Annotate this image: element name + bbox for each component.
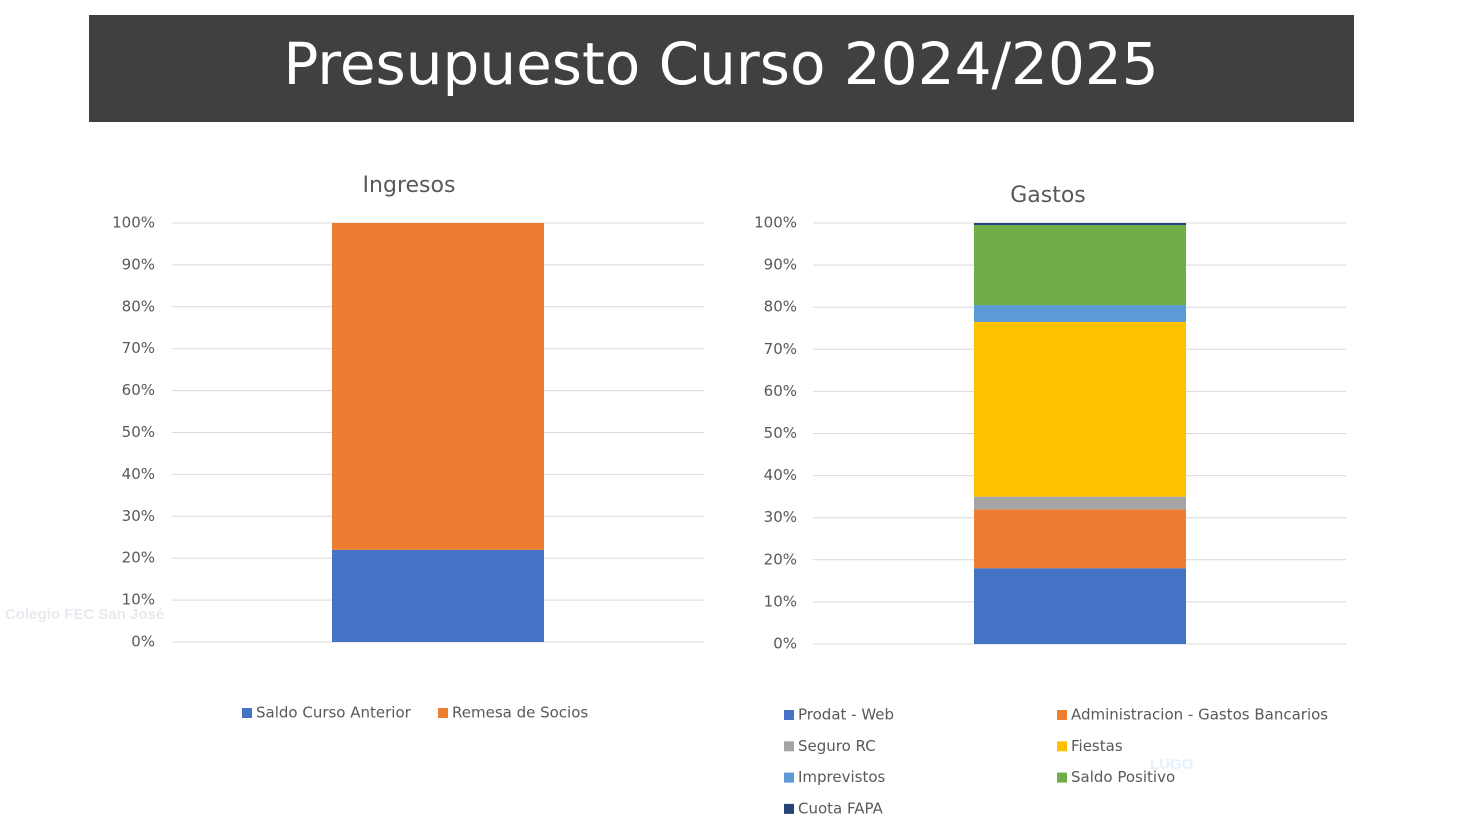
legend-swatch xyxy=(784,803,794,814)
legend-swatch xyxy=(242,708,252,718)
bar-segment xyxy=(974,223,1186,226)
legend-swatch xyxy=(1057,710,1067,720)
y-tick-label: 60% xyxy=(764,382,797,400)
bar-segment xyxy=(974,321,1186,497)
legend-label: Saldo Positivo xyxy=(1071,768,1175,786)
y-tick-label: 80% xyxy=(764,298,797,316)
y-tick-label: 70% xyxy=(764,340,797,358)
y-tick-label: 30% xyxy=(764,508,797,526)
legend-swatch xyxy=(784,772,794,783)
y-tick-label: 80% xyxy=(122,297,155,315)
y-tick-label: 100% xyxy=(112,214,155,232)
y-tick-label: 60% xyxy=(122,381,155,399)
legend-swatch xyxy=(438,708,448,718)
y-tick-label: 50% xyxy=(764,424,797,442)
y-tick-label: 70% xyxy=(122,339,155,357)
y-tick-label: 20% xyxy=(122,549,155,567)
legend-label: Administracion - Gastos Bancarios xyxy=(1071,706,1328,724)
slide-title: Presupuesto Curso 2024/2025 xyxy=(283,30,1158,98)
legend-label: Saldo Curso Anterior xyxy=(256,704,412,722)
legend-swatch xyxy=(1057,772,1067,783)
legend-label: Remesa de Socios xyxy=(452,704,588,722)
legend-swatch xyxy=(1057,741,1067,752)
y-tick-label: 20% xyxy=(764,550,797,568)
legend-label: Fiestas xyxy=(1071,737,1123,755)
y-tick-label: 40% xyxy=(122,465,155,483)
y-tick-label: 90% xyxy=(122,255,155,273)
title-bar xyxy=(89,15,1354,122)
y-tick-label: 30% xyxy=(122,507,155,525)
bar-segment xyxy=(332,223,544,550)
bar-segment xyxy=(974,509,1186,569)
chart-title: Ingresos xyxy=(363,173,456,198)
y-tick-label: 10% xyxy=(764,592,797,610)
watermark: Colegio FEC San José xyxy=(5,606,164,623)
y-tick-label: 40% xyxy=(764,466,797,484)
watermark: LUGO xyxy=(1150,756,1194,773)
legend-swatch xyxy=(784,710,794,720)
y-tick-label: 10% xyxy=(122,591,155,609)
legend-label: Imprevistos xyxy=(798,768,886,786)
legend-label: Seguro RC xyxy=(798,737,876,755)
y-tick-label: 0% xyxy=(131,633,155,651)
chart-title: Gastos xyxy=(1010,183,1086,208)
y-tick-label: 0% xyxy=(773,635,797,653)
y-tick-label: 50% xyxy=(122,423,155,441)
bar-segment xyxy=(974,568,1186,644)
legend-label: Prodat - Web xyxy=(798,706,894,724)
bar-segment xyxy=(332,549,544,642)
y-tick-label: 90% xyxy=(764,256,797,274)
bar-segment xyxy=(974,305,1186,322)
legend-swatch xyxy=(784,741,794,752)
y-tick-label: 100% xyxy=(754,214,797,232)
bar-segment xyxy=(974,496,1186,510)
legend-label: Cuota FAPA xyxy=(798,799,884,817)
bar-segment xyxy=(974,225,1186,306)
